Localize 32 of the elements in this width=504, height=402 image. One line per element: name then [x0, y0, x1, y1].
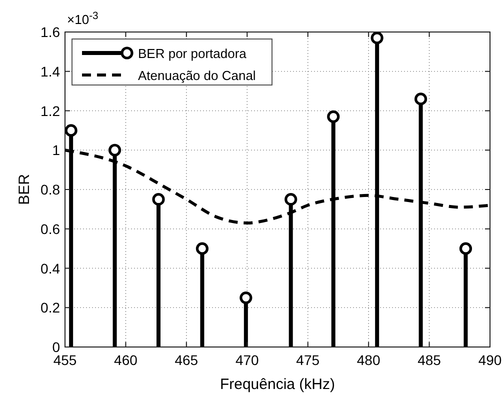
x-axis-title: Frequência (kHz)	[220, 376, 336, 393]
point	[414, 92, 428, 106]
y-tick-label: 1.2	[40, 102, 60, 119]
point	[370, 32, 384, 44]
point	[152, 193, 165, 206]
x-tick-label: 480	[356, 352, 380, 368]
text: ×10$^{-3}$	[67, 10, 99, 27]
x-tick-label: 460	[114, 352, 138, 368]
x-tick-label: 485	[418, 352, 442, 368]
y-tick-label: 0.2	[40, 300, 60, 316]
legend-label: Atenuação do Canal	[138, 68, 256, 83]
x-tick-label: 465	[174, 352, 198, 368]
y-axis-title: BER	[16, 174, 33, 205]
point	[64, 124, 78, 137]
y-tick-label: 0.8	[40, 182, 60, 198]
y-tick-label: 1.4	[40, 63, 60, 80]
point	[196, 242, 209, 255]
y-tick-label: 0.6	[40, 220, 60, 237]
point	[108, 144, 122, 156]
x-tick-label: 490	[478, 352, 502, 368]
x-tick-label: 455	[53, 352, 77, 368]
point	[240, 291, 252, 304]
legend-label: BER por portadora	[138, 46, 248, 61]
y-tick-label: 0	[52, 339, 60, 355]
point	[284, 193, 298, 206]
x-tick-label: 470	[235, 352, 260, 368]
y-tick-label: 0.4	[40, 260, 60, 276]
x-tick-label: 475	[296, 352, 320, 368]
y-tick-label: 1.6	[40, 24, 60, 40]
y-tick-label: 1	[52, 142, 60, 158]
point	[327, 110, 340, 123]
point	[459, 242, 472, 255]
